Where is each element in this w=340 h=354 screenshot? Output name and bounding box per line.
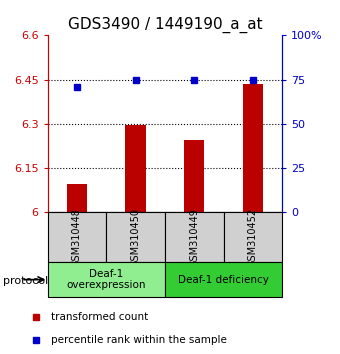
Text: Deaf-1
overexpression: Deaf-1 overexpression xyxy=(67,269,146,291)
Text: GSM310450: GSM310450 xyxy=(131,208,140,267)
Bar xyxy=(48,262,165,297)
Text: GSM310452: GSM310452 xyxy=(248,207,258,267)
Bar xyxy=(67,184,87,212)
Text: Deaf-1 deficiency: Deaf-1 deficiency xyxy=(178,275,269,285)
Text: percentile rank within the sample: percentile rank within the sample xyxy=(51,335,227,346)
Text: GSM310449: GSM310449 xyxy=(189,208,199,267)
Text: protocol: protocol xyxy=(3,276,49,286)
Bar xyxy=(48,212,106,262)
Bar xyxy=(165,212,224,262)
Text: GSM310448: GSM310448 xyxy=(72,208,82,267)
Bar xyxy=(224,212,282,262)
Bar xyxy=(243,84,263,212)
Text: transformed count: transformed count xyxy=(51,312,149,322)
Bar xyxy=(106,212,165,262)
Bar xyxy=(125,125,146,212)
Bar xyxy=(184,140,204,212)
Bar xyxy=(165,262,282,297)
Title: GDS3490 / 1449190_a_at: GDS3490 / 1449190_a_at xyxy=(68,16,262,33)
